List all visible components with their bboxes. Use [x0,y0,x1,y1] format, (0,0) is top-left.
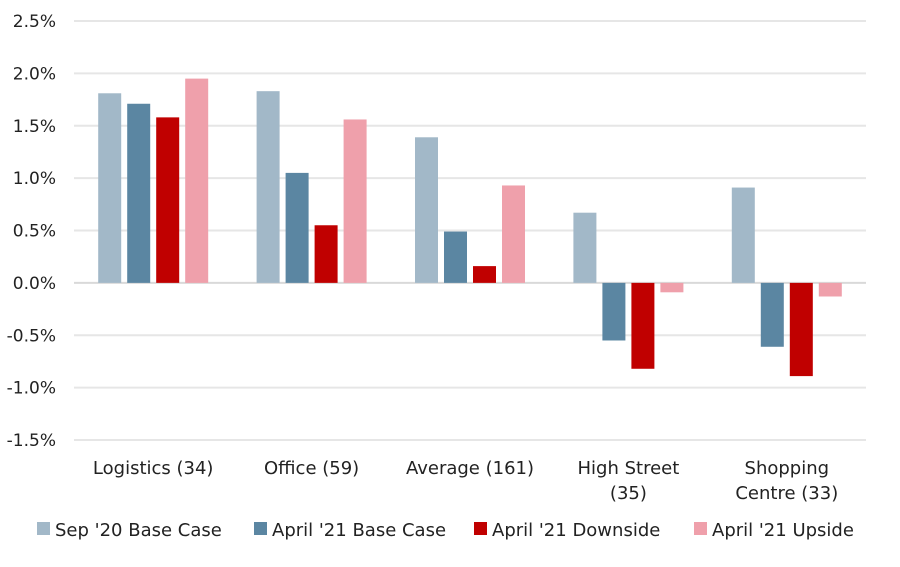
y-tick-label: 0.0% [13,274,56,294]
bar [185,78,209,283]
legend-swatch [694,522,707,535]
x-category-label: Office (59) [264,458,359,479]
bar [343,119,367,283]
legend-swatch [37,522,50,535]
bar [285,172,309,283]
legend-label: Sep '20 Base Case [55,520,222,541]
legend-swatch [254,522,267,535]
legend-label: April '21 Upside [712,520,854,541]
bar [415,137,438,283]
y-axis: 2.5% 2.0% 1.5% 1.0% 0.5% 0.0% -0.5% -1.0% -1.5% [7,12,56,451]
bar [631,282,655,369]
y-tick-label: -0.5% [7,326,56,346]
x-category-label: High Street (35) [578,458,680,504]
legend-swatch [474,522,487,535]
bar [444,231,467,283]
y-tick-label: -1.0% [7,379,56,399]
y-tick-label: 2.0% [13,64,56,84]
bar [473,266,496,283]
y-tick-label: 1.5% [13,117,56,137]
y-tick-label: -1.5% [7,431,56,451]
bar [818,282,842,297]
bars [98,78,842,377]
y-tick-label: 0.5% [13,222,56,242]
x-category-label: Shopping Centre (33) [735,458,838,504]
x-category-label: Logistics (34) [93,458,214,479]
bar [660,282,684,293]
y-tick-label: 2.5% [13,12,56,32]
bar [602,282,626,341]
bar [573,212,597,283]
bar [789,282,813,377]
legend: Sep '20 Base Case April '21 Base Case Apri… [37,520,854,541]
bar [156,117,180,283]
bar [256,91,280,283]
x-axis: Logistics (34) Office (59) Average (161) Hi… [93,458,838,504]
bar [127,103,151,283]
x-category-label: Average (161) [406,458,534,479]
bar [731,187,755,283]
y-tick-label: 1.0% [13,169,56,189]
bar [502,185,525,283]
legend-label: April '21 Downside [492,520,660,541]
bar [314,225,338,283]
bar [760,282,784,347]
bar [98,93,122,283]
legend-label: April '21 Base Case [272,520,446,541]
